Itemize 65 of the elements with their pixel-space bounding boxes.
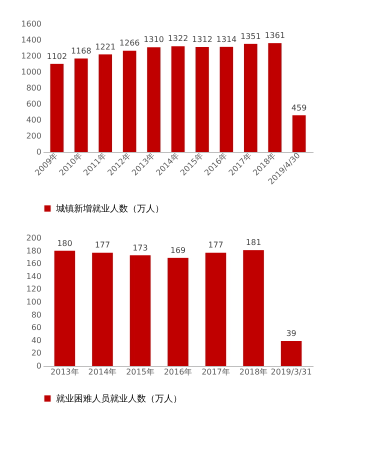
bar <box>244 44 258 152</box>
y-tick-label: 180 <box>26 246 42 256</box>
x-tick-label: 2018年 <box>239 368 268 376</box>
bar <box>54 250 76 366</box>
bar <box>268 43 282 152</box>
bar <box>50 64 64 152</box>
y-tick-label: 100 <box>26 298 42 306</box>
bar <box>74 58 88 152</box>
x-tick-label: 2017年 <box>202 368 230 376</box>
bar <box>130 255 151 366</box>
data-label: 181 <box>246 238 262 248</box>
x-tick-label: 2013年 <box>50 368 79 376</box>
data-label: 1266 <box>119 38 140 48</box>
x-tick-label: 2014年 <box>88 368 117 376</box>
data-label: 1310 <box>144 35 164 44</box>
bar <box>147 47 160 152</box>
x-tick-label: 2016年 <box>164 368 192 376</box>
y-tick-label: 800 <box>26 84 42 92</box>
data-label: 1322 <box>168 34 188 44</box>
y-tick-label: 600 <box>26 100 42 108</box>
y-tick-label: 120 <box>26 284 42 294</box>
data-label: 1314 <box>216 34 237 44</box>
data-label: 1221 <box>95 42 116 52</box>
bar <box>292 115 306 152</box>
bar <box>280 341 302 366</box>
bar <box>243 250 264 366</box>
data-label: 459 <box>291 103 307 112</box>
y-tick-label: 200 <box>26 132 42 140</box>
bar <box>98 54 112 152</box>
y-tick-label: 140 <box>26 272 42 281</box>
legend-label: 城镇新增就业人数（万人） <box>55 204 164 214</box>
data-label: 177 <box>94 240 110 250</box>
y-tick-label: 20 <box>31 348 42 358</box>
bar <box>220 46 234 152</box>
bar <box>92 252 113 366</box>
y-tick-label: 1200 <box>21 52 42 60</box>
y-tick-label: 160 <box>26 259 42 268</box>
data-label: 169 <box>170 246 186 255</box>
bar <box>122 50 136 152</box>
x-tick-label: 2019/3/31 <box>270 368 312 376</box>
y-tick-label: 200 <box>26 234 42 242</box>
data-label: 39 <box>286 329 296 338</box>
x-tick-label: 2015年 <box>126 368 154 376</box>
y-tick-label: 0 <box>36 362 42 370</box>
y-tick-label: 1000 <box>21 68 42 76</box>
data-label: 1312 <box>192 35 212 44</box>
data-label: 1168 <box>70 46 92 56</box>
y-tick-label: 60 <box>31 323 42 332</box>
bar <box>205 252 226 366</box>
y-tick-label: 0 <box>36 148 42 156</box>
data-label: 173 <box>132 243 148 252</box>
bar <box>196 47 209 152</box>
y-tick-label: 400 <box>26 116 42 124</box>
y-tick-label: 1600 <box>21 20 42 28</box>
data-label: 1361 <box>264 31 286 40</box>
data-label: 1351 <box>240 32 261 41</box>
y-tick-label: 40 <box>31 336 42 345</box>
legend-label: 就业困难人员就业人数（万人） <box>56 394 182 404</box>
data-label: 177 <box>208 240 224 250</box>
y-tick-label: 80 <box>31 310 42 320</box>
data-label: 1102 <box>46 52 68 61</box>
bar <box>168 258 188 366</box>
data-label: 180 <box>57 238 72 248</box>
y-tick-label: 1400 <box>21 36 42 44</box>
bar <box>171 46 185 152</box>
